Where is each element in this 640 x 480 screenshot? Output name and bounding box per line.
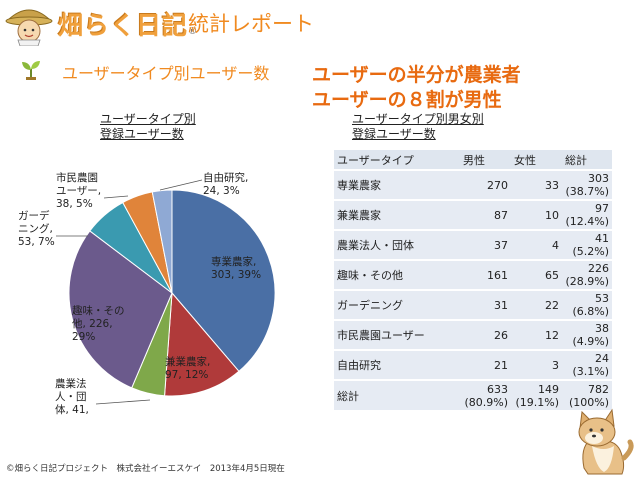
cell-female-percent: (19.1%) [515, 395, 559, 409]
cell-female: 22 [511, 289, 562, 320]
cell-total-percent: (12.4%) [565, 215, 609, 228]
table-title: ユーザータイプ別男女別 登録ユーザー数 [352, 112, 484, 142]
col-header-male: 男性 [463, 153, 485, 167]
cell-total-percent: (28.9%) [565, 275, 609, 288]
pie-chart [56, 179, 276, 405]
cell-male: 161 [460, 259, 511, 290]
pie-leader-line [103, 195, 129, 199]
pie-leader-line [95, 399, 151, 405]
cell-total-value: 97 [595, 202, 609, 215]
table-row: 自由研究 21 3 24 (3.1%) [334, 349, 612, 380]
cell-total: 38 (4.9%) [562, 319, 612, 350]
cell-total-percent: (5.2%) [572, 245, 609, 258]
pie-data-label: 兼業農家, 97, 12% [165, 356, 211, 381]
cell-female: 149 (19.1%) [511, 379, 562, 410]
table-total-row: 総計 633 (80.9%) 149 (19.1%) 782 (100%) [334, 379, 612, 410]
cell-total: 41 (5.2%) [562, 229, 612, 260]
cell-type: 市民農園ユーザー [334, 319, 460, 350]
table-body: 専業農家 270 33 303 (38.7%) 兼業農家 87 10 97 (12.4%) 農業法人… [334, 169, 612, 410]
table-row: 専業農家 270 33 303 (38.7%) [334, 169, 612, 200]
cell-type: 農業法人・団体 [334, 229, 460, 260]
cell-male: 633 (80.9%) [460, 379, 511, 410]
cell-total-value: 303 [588, 172, 609, 185]
cell-total-value: 24 [595, 352, 609, 365]
pie-data-label: ガーデ ニング, 53, 7% [18, 210, 55, 248]
user-type-gender-table: ユーザータイプ 男性 女性 総計 専業農家 270 33 303 (38.7%) 兼業農家… [334, 150, 612, 410]
cell-type: 総計 [334, 379, 460, 410]
pie-data-label: 趣味・その 他, 226, 29% [72, 305, 125, 343]
table-row: ガーデニング 31 22 53 (6.8%) [334, 289, 612, 320]
footer-copyright: ©畑らく日記プロジェクト 株式会社イーエスケイ 2013年4月5日現在 [6, 464, 285, 474]
cell-total-percent: (100%) [568, 395, 609, 409]
table-row: 農業法人・団体 37 4 41 (5.2%) [334, 229, 612, 260]
pie-title-line-2: 登録ユーザー数 [100, 127, 184, 141]
cell-total-percent: (3.1%) [572, 365, 609, 378]
pie-data-label: 農業法 人・団 体, 41, [55, 378, 89, 416]
table-title-line-1: ユーザータイプ別男女別 [352, 112, 484, 126]
cell-type: ガーデニング [334, 289, 460, 320]
cell-female: 12 [511, 319, 562, 350]
cell-female: 10 [511, 199, 562, 230]
shiba-dog-illustration [578, 408, 634, 475]
cell-male: 37 [460, 229, 511, 260]
cell-female: 33 [511, 169, 562, 200]
cell-total-value: 226 [588, 262, 609, 275]
cell-total-percent: (38.7%) [565, 185, 609, 198]
cell-total-value: 41 [595, 232, 609, 245]
cell-total: 24 (3.1%) [562, 349, 612, 380]
pie-leader-line [159, 179, 203, 191]
cell-male: 31 [460, 289, 511, 320]
cell-total: 782 (100%) [562, 379, 612, 410]
headline-male: ユーザーの８割が男性 [312, 89, 502, 111]
cell-type: 自由研究 [334, 349, 460, 380]
farmer-logo-icon [5, 9, 53, 46]
cell-total: 303 (38.7%) [562, 169, 612, 200]
cell-total: 53 (6.8%) [562, 289, 612, 320]
cell-total: 97 (12.4%) [562, 199, 612, 230]
table-row: 趣味・その他 161 65 226 (28.9%) [334, 259, 612, 290]
cell-total-percent: (6.8%) [572, 305, 609, 318]
cell-type: 趣味・その他 [334, 259, 460, 290]
app-logo-text: 畑らく日記® [58, 6, 198, 42]
section-title: ユーザータイプ別ユーザー数 [62, 64, 270, 83]
cell-type: 専業農家 [334, 169, 460, 200]
table-row: 市民農園ユーザー 26 12 38 (4.9%) [334, 319, 612, 350]
cell-female-value: 149 [538, 382, 559, 396]
pie-data-label: 自由研究, 24, 3% [203, 172, 249, 197]
pie-slice [151, 189, 173, 294]
pie-slice [164, 291, 240, 397]
cell-female: 4 [511, 229, 562, 260]
cell-male: 270 [460, 169, 511, 200]
cell-male: 87 [460, 199, 511, 230]
cell-total-percent: (4.9%) [572, 335, 609, 348]
cell-total-value: 782 [588, 382, 609, 396]
cell-type: 兼業農家 [334, 199, 460, 230]
pie-slice [171, 189, 276, 373]
pie-slice [68, 230, 173, 389]
table-row: 兼業農家 87 10 97 (12.4%) [334, 199, 612, 230]
page-title: 統計レポート [188, 12, 314, 36]
table-title-line-2: 登録ユーザー数 [352, 127, 436, 141]
logo-name: 畑らく日記 [58, 11, 189, 40]
cell-male-value: 633 [487, 382, 508, 396]
col-header-type: ユーザータイプ [337, 153, 414, 167]
cell-female: 3 [511, 349, 562, 380]
registered-mark: ® [188, 27, 199, 37]
pie-data-label: 専業農家, 303, 39% [211, 256, 262, 281]
cell-total-value: 53 [595, 292, 609, 305]
pie-title-line-1: ユーザータイプ別 [100, 112, 196, 126]
cell-total: 226 (28.9%) [562, 259, 612, 290]
sprout-icon [22, 61, 40, 80]
table-header-row: ユーザータイプ 男性 女性 総計 [334, 150, 612, 170]
headline-farmers: ユーザーの半分が農業者 [312, 64, 521, 86]
col-header-total: 総計 [565, 153, 587, 167]
cell-male-percent: (80.9%) [464, 395, 508, 409]
cell-total-value: 38 [595, 322, 609, 335]
pie-data-label: 市民農園 ユーザー, 38, 5% [56, 172, 102, 210]
cell-male: 26 [460, 319, 511, 350]
cell-female: 65 [511, 259, 562, 290]
col-header-female: 女性 [514, 153, 536, 167]
cell-male: 21 [460, 349, 511, 380]
pie-chart-title: ユーザータイプ別 登録ユーザー数 [100, 112, 196, 142]
